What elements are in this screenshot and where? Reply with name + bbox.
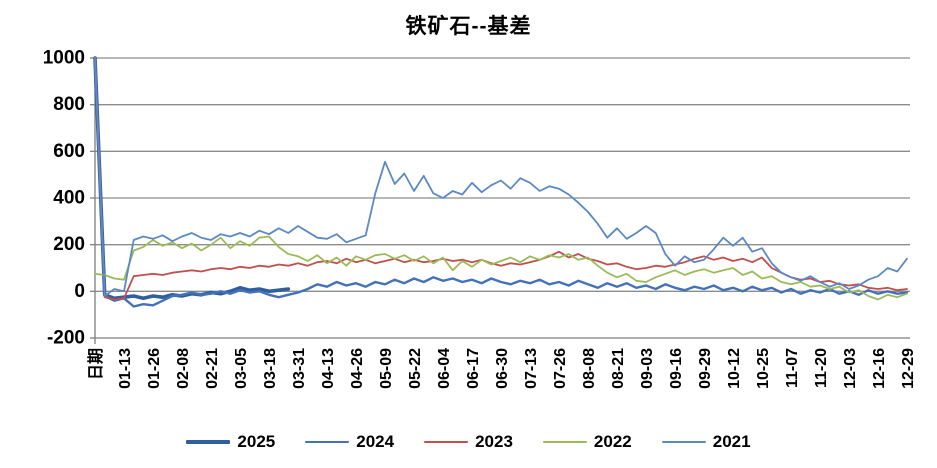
y-axis-label: 200 [53, 234, 85, 255]
legend-swatch-2025 [186, 439, 231, 444]
x-axis-label: 12-16 [871, 348, 888, 389]
x-axis-label: 03-31 [291, 348, 308, 389]
y-axis-label: 400 [53, 188, 85, 209]
series-line-2022 [94, 235, 908, 301]
x-axis-label: 日期 [86, 348, 105, 380]
legend-swatch-2024 [305, 440, 350, 443]
legend-label-2024: 2024 [356, 432, 395, 451]
x-axis-label: 05-22 [407, 348, 424, 389]
x-axis-label: 09-29 [697, 348, 714, 389]
legend-label-2021: 2021 [712, 432, 751, 451]
x-axis-label: 05-09 [378, 348, 395, 389]
legend-swatch-2023 [424, 440, 469, 443]
x-axis-label: 06-17 [465, 348, 482, 389]
x-axis-label: 06-30 [494, 348, 511, 389]
x-axis-label: 10-12 [726, 348, 743, 389]
series-line-2024 [93, 56, 909, 308]
legend-label-2022: 2022 [593, 432, 632, 451]
legend-item-2025: 2025 [186, 433, 275, 450]
legend-label-2025: 2025 [237, 432, 276, 451]
legend-item-2021: 2021 [661, 432, 751, 451]
x-axis-label: 07-26 [552, 348, 569, 389]
x-axis-label: 04-13 [320, 348, 337, 389]
series-line-2025 [93, 56, 291, 301]
x-axis-label: 03-05 [233, 348, 250, 389]
legend-swatch-2021 [661, 440, 706, 443]
x-axis-label: 08-21 [610, 348, 627, 389]
x-axis-label: 10-25 [755, 348, 772, 389]
x-axis-label: 07-13 [523, 348, 540, 389]
x-axis-label: 12-29 [900, 348, 917, 389]
series-line-2021 [94, 57, 908, 297]
legend-item-2024: 2024 [305, 433, 394, 450]
x-axis-label: 01-26 [146, 348, 163, 389]
legend-item-2022: 2022 [542, 432, 632, 451]
x-axis-label: 12-03 [842, 348, 859, 389]
y-axis-label: 600 [53, 141, 85, 162]
x-axis-label: 02-21 [204, 348, 221, 389]
legend-item-2023: 2023 [424, 433, 513, 450]
x-axis-label: 09-03 [639, 348, 656, 389]
legend-swatch-2022 [542, 440, 587, 443]
x-axis-label: 09-16 [668, 348, 685, 389]
legend-label-2023: 2023 [475, 432, 513, 451]
x-axis-label: 08-08 [581, 348, 598, 389]
x-axis-label: 01-13 [117, 348, 134, 389]
x-axis-label: 04-26 [349, 348, 366, 389]
chart-title: 铁矿石--基差 [405, 15, 532, 38]
x-axis-label: 02-08 [175, 348, 192, 389]
x-axis-label: 06-04 [436, 348, 453, 389]
x-axis-label: 11-07 [784, 348, 801, 388]
y-axis-label: 0 [74, 281, 85, 302]
y-axis-label: 800 [53, 94, 85, 115]
series-line-2023 [94, 57, 908, 301]
y-axis-label: 1000 [43, 48, 85, 69]
x-axis-label: 11-20 [813, 348, 830, 388]
legend: 2025 2024 2023 2022 2021 [0, 433, 937, 450]
x-axis-label: 03-18 [262, 348, 279, 389]
y-axis-label: -200 [47, 328, 85, 349]
